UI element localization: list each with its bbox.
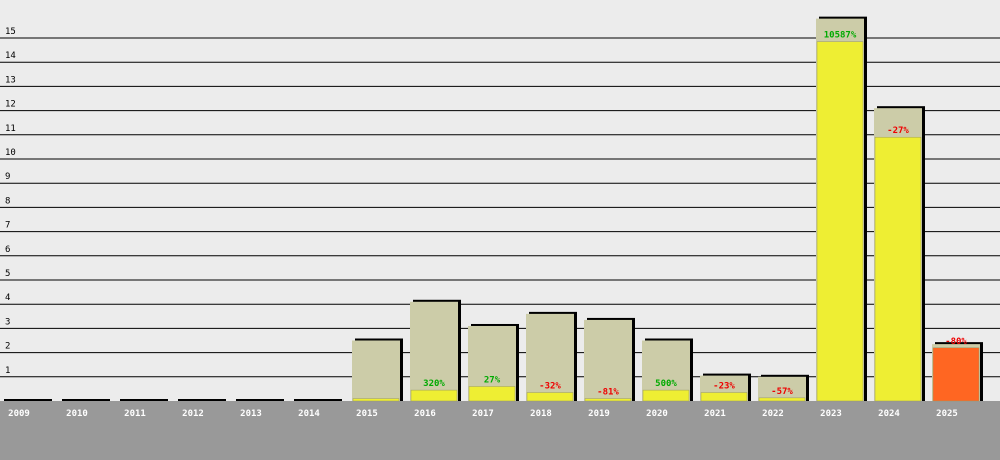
x-tick-label-2015: 2015	[356, 409, 378, 419]
x-tick-label-2020: 2020	[646, 409, 668, 419]
y-tick-label-11: 11	[5, 124, 16, 134]
bar-group-2022: -57%	[758, 374, 809, 402]
y-tick-label-12: 12	[5, 100, 16, 110]
bar-value-2018	[526, 392, 574, 402]
x-tick-label-2023: 2023	[820, 409, 842, 419]
bar-group-2019: -81%	[584, 317, 635, 402]
bar-value-2020	[642, 389, 690, 402]
bar-value-2023	[816, 41, 864, 402]
bar-group-2021: -23%	[700, 373, 751, 402]
y-tick-label-14: 14	[5, 51, 16, 61]
bar-total-2019	[584, 319, 632, 401]
bar-value-2015	[352, 398, 400, 402]
bar-total-2022	[758, 376, 806, 401]
x-tick-label-2016: 2016	[414, 409, 436, 419]
bar-value-2025	[932, 347, 980, 402]
bar-group-2025: -80%	[932, 337, 983, 402]
bars: 320% 27% -32% -81% 500% -23% -57% 10587% -27% -80…	[4, 16, 983, 402]
y-tick-label-2: 2	[5, 342, 10, 352]
bar-total-2015	[352, 340, 400, 401]
y-tick-label-5: 5	[5, 269, 10, 279]
change-label-2022: -57%	[771, 387, 793, 397]
x-tick-label-2014: 2014	[298, 409, 320, 419]
bar-group-2016: 320%	[410, 299, 461, 402]
bar-group-2018: -32%	[526, 311, 577, 402]
change-label-2019: -81%	[597, 388, 619, 398]
x-tick-label-2024: 2024	[878, 409, 900, 419]
x-tick-label-2012: 2012	[182, 409, 204, 419]
bar-total-2018	[526, 313, 574, 401]
x-tick-label-2025: 2025	[936, 409, 958, 419]
bar-value-2022	[758, 397, 806, 402]
x-tick-label-2019: 2019	[588, 409, 610, 419]
change-label-2024: -27%	[887, 126, 909, 136]
x-tick-label-2017: 2017	[472, 409, 494, 419]
y-tick-label-1: 1	[5, 366, 10, 376]
y-tick-label-4: 4	[5, 293, 10, 303]
y-tick-label-15: 15	[5, 27, 16, 37]
x-tick-label-2009: 2009	[8, 409, 30, 419]
change-label-2016: 320%	[423, 379, 445, 389]
y-tick-label-13: 13	[5, 75, 16, 85]
x-tick-label-2022: 2022	[762, 409, 784, 419]
x-axis-band	[0, 401, 1000, 460]
change-label-2018: -32%	[539, 382, 561, 392]
change-label-2017: 27%	[484, 375, 501, 385]
x-axis: 2009 2010 2011 2012 2013 2014 2015 2016 2017 2018…	[8, 409, 958, 419]
y-tick-label-10: 10	[5, 148, 16, 158]
change-label-2020: 500%	[655, 379, 677, 389]
x-tick-label-2010: 2010	[66, 409, 88, 419]
y-tick-label-7: 7	[5, 221, 10, 231]
bar-total-2016	[410, 301, 458, 401]
bar-group-2020: 500%	[642, 338, 693, 402]
bar-value-2016	[410, 389, 458, 402]
change-label-2023: 10587%	[824, 31, 857, 41]
x-tick-label-2011: 2011	[124, 409, 146, 419]
y-tick-label-6: 6	[5, 245, 10, 255]
change-label-2025: -80%	[945, 337, 967, 347]
y-tick-label-8: 8	[5, 196, 10, 206]
change-label-2021: -23%	[713, 382, 735, 392]
bar-value-2021	[700, 392, 748, 402]
bar-group-2017: 27%	[468, 323, 519, 402]
y-tick-label-9: 9	[5, 172, 10, 182]
bar-group-2024: -27%	[874, 106, 925, 402]
y-tick-label-3: 3	[5, 317, 10, 327]
bar-value-2024	[874, 136, 922, 402]
bar-value-2017	[468, 386, 516, 402]
x-tick-label-2021: 2021	[704, 409, 726, 419]
x-tick-label-2018: 2018	[530, 409, 552, 419]
bar-value-2019	[584, 398, 632, 402]
bar-group-2023: 10587%	[816, 16, 867, 402]
bar-group-2015	[352, 338, 403, 402]
x-tick-label-2013: 2013	[240, 409, 262, 419]
